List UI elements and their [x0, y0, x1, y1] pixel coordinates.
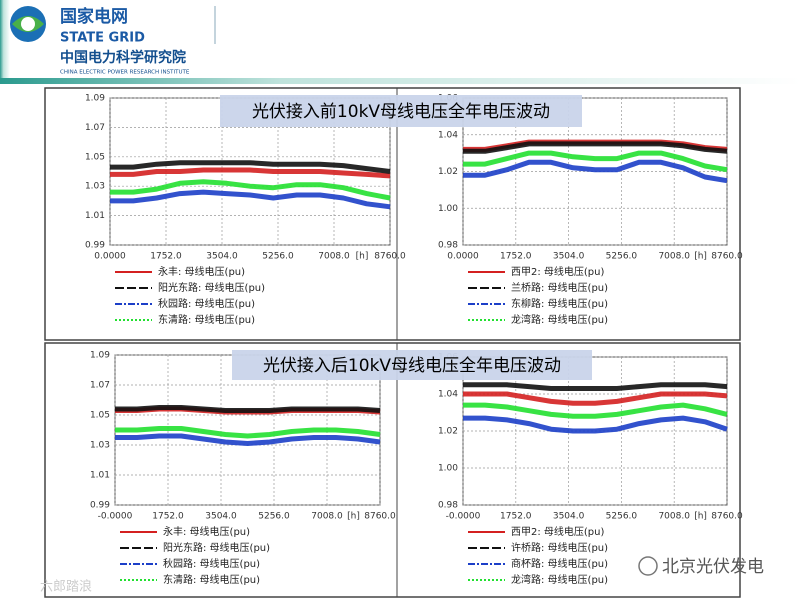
x-tick-label: -0.0000 — [98, 512, 133, 522]
legend-label: 兰桥路: 母线电压(pu) — [511, 281, 608, 294]
y-tick-label: 1.04 — [438, 390, 458, 400]
series-line — [463, 141, 728, 154]
x-axis-label: [h] — [356, 252, 369, 262]
x-tick-label: 7008.0 — [658, 252, 690, 262]
legend-label: 西甲2: 母线电压(pu) — [511, 265, 604, 278]
series-line — [115, 433, 381, 446]
series-line — [110, 160, 391, 174]
x-tick-label: 5256.0 — [262, 252, 294, 262]
x-axis-label: [h] — [694, 512, 707, 522]
series-line — [115, 426, 381, 439]
y-tick-label: 1.03 — [85, 182, 105, 192]
header-strip — [0, 0, 10, 82]
series-line — [110, 167, 391, 179]
x-tick-label: 8760.0 — [711, 252, 743, 262]
x-tick-label: 8760.0 — [374, 252, 406, 262]
y-tick-label: 1.03 — [90, 441, 110, 451]
legend-label: 永丰: 母线电压(pu) — [158, 265, 245, 278]
y-tick-label: 1.02 — [438, 427, 458, 437]
x-tick-label: 8760.0 — [711, 512, 743, 522]
x-tick-label: 3504.0 — [206, 252, 238, 262]
banner: 光伏接入后10kV母线电压全年电压波动 — [263, 356, 561, 376]
x-tick-label: 5256.0 — [606, 252, 638, 262]
banner-box — [232, 350, 592, 380]
y-tick-label: 1.00 — [438, 204, 458, 214]
legend-label: 阳光东路: 母线电压(pu) — [163, 541, 270, 554]
institute: 中国电力科学研究院 — [60, 49, 186, 66]
y-tick-label: 0.98 — [438, 241, 458, 251]
x-axis-label: [h] — [694, 252, 707, 262]
series-line — [463, 150, 728, 173]
legend-label: 龙湾路: 母线电压(pu) — [511, 313, 608, 326]
banner: 光伏接入前10kV母线电压全年电压波动 — [252, 102, 550, 122]
series-line — [463, 159, 728, 184]
y-tick-label: 1.00 — [438, 464, 458, 474]
legend-label: 秋园路: 母线电压(pu) — [163, 557, 260, 570]
series-line — [110, 179, 391, 201]
x-tick-label: 3504.0 — [205, 512, 237, 522]
y-tick-label: 1.01 — [85, 211, 105, 221]
panel-frame — [44, 87, 741, 341]
x-tick-label: 5256.0 — [258, 512, 290, 522]
series-line — [463, 402, 728, 419]
y-tick-label: 0.98 — [438, 501, 458, 511]
series-line — [115, 405, 381, 413]
wechat-icon — [638, 556, 658, 576]
y-tick-label: 0.99 — [85, 241, 105, 251]
legend-label: 许桥路: 母线电压(pu) — [511, 541, 608, 554]
y-tick-label: 1.02 — [438, 167, 458, 177]
y-tick-label: 0.99 — [90, 501, 110, 511]
watermark: 六郎踏浪 — [40, 580, 92, 595]
y-tick-label: 1.09 — [85, 94, 105, 104]
x-tick-label: 7008.0 — [658, 512, 690, 522]
x-tick-label: 5256.0 — [606, 512, 638, 522]
y-tick-label: 1.05 — [90, 411, 110, 421]
series-line — [110, 189, 391, 210]
x-tick-label: 1752.0 — [152, 512, 184, 522]
x-tick-label: 1752.0 — [500, 252, 532, 262]
legend-label: 阳光东路: 母线电压(pu) — [158, 281, 265, 294]
legend-label: 东柳路: 母线电压(pu) — [511, 297, 608, 310]
x-tick-label: 8760.0 — [364, 512, 396, 522]
legend-label: 商杯路: 母线电压(pu) — [511, 557, 608, 570]
y-tick-label: 1.04 — [438, 130, 458, 140]
x-tick-label: 7008.0 — [311, 512, 343, 522]
x-tick-label: 3504.0 — [553, 512, 585, 522]
series-line — [463, 391, 728, 406]
institute-en: CHINA ELECTRIC POWER RESEARCH INSTITUTE — [60, 70, 190, 76]
legend-label: 永丰: 母线电压(pu) — [163, 525, 250, 538]
legend-label: 东清路: 母线电压(pu) — [163, 573, 260, 586]
legend-label: 西甲2: 母线电压(pu) — [511, 525, 604, 538]
panel-frame — [44, 342, 741, 598]
banner-box — [220, 95, 582, 127]
x-tick-label: 0.0000 — [94, 252, 126, 262]
x-tick-label: 1752.0 — [150, 252, 182, 262]
y-tick-label: 1.01 — [90, 471, 110, 481]
y-tick-label: 1.09 — [90, 351, 110, 361]
brand-en: STATE GRID — [60, 31, 145, 46]
series-line — [463, 382, 728, 391]
brand: 国家电网 — [60, 6, 128, 27]
y-tick-label: 1.05 — [85, 152, 105, 162]
x-tick-label: -0.0000 — [446, 512, 481, 522]
logo — [10, 6, 46, 42]
x-tick-label: 1752.0 — [500, 512, 532, 522]
y-tick-label: 1.07 — [90, 381, 110, 391]
watermark: 北京光伏发电 — [662, 557, 764, 577]
legend-label: 秋园路: 母线电压(pu) — [158, 297, 255, 310]
header-rule — [0, 78, 801, 84]
legend-label: 东清路: 母线电压(pu) — [158, 313, 255, 326]
x-axis-label: [h] — [347, 512, 360, 522]
y-tick-label: 1.07 — [85, 123, 105, 133]
legend-label: 龙湾路: 母线电压(pu) — [511, 573, 608, 586]
x-tick-label: 7008.0 — [318, 252, 350, 262]
series-line — [463, 415, 728, 434]
x-tick-label: 3504.0 — [553, 252, 585, 262]
x-tick-label: 0.0000 — [447, 252, 479, 262]
